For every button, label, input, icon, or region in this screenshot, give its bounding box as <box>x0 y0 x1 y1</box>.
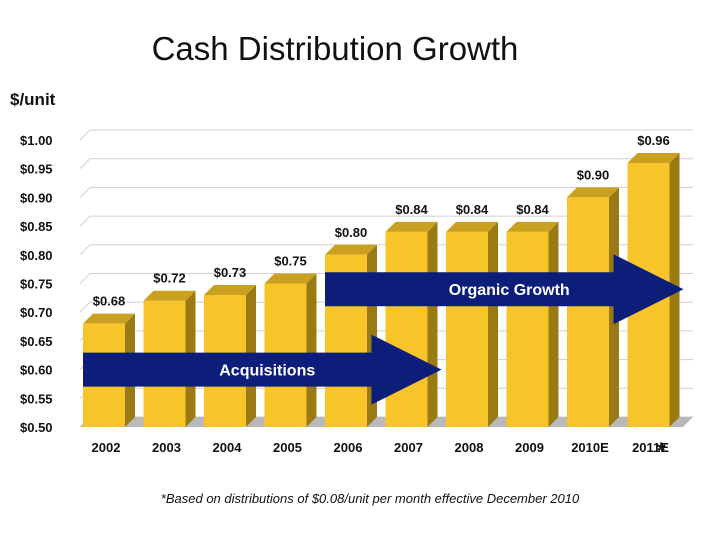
arrow-organic-growth: Organic Growth <box>325 254 684 325</box>
bar-top <box>325 244 377 255</box>
bar-side <box>427 221 438 427</box>
x-tick-label: 2010E <box>571 440 609 455</box>
bar-top <box>264 273 317 284</box>
page-title: Cash Distribution Growth <box>151 30 519 67</box>
data-label: $0.73 <box>214 265 247 280</box>
data-label: $0.72 <box>153 271 186 286</box>
gridline <box>79 301 91 313</box>
y-tick-label: $0.85 <box>20 219 53 234</box>
bar-top <box>143 290 196 301</box>
gridline <box>79 187 91 198</box>
x-tick-label: 2007 <box>394 440 423 455</box>
y-axis-ticks: $1.00 $0.95 $0.90 $0.85 $0.80 $0.75 $0.70 $0.65… <box>20 133 53 435</box>
bar-2008 <box>446 221 498 427</box>
chart-labels: $0.68 $0.72 $0.73 $0.75 $0.80 $0.84 $0.84 $0.84… <box>93 133 670 309</box>
x-tick-label: 2009 <box>515 440 544 455</box>
bar-top <box>204 284 256 295</box>
gridline <box>79 129 91 141</box>
bar-side <box>306 273 317 427</box>
x-tick-label: 2004 <box>213 440 243 455</box>
x-tick-label: 2002 <box>92 440 121 455</box>
x-tick-label: 2003 <box>152 440 181 455</box>
arrow-label: Acquisitions <box>219 363 315 380</box>
y-tick-label: $0.90 <box>20 190 53 205</box>
data-label: $0.68 <box>93 294 126 309</box>
x-tick-label: 2005 <box>273 440 302 455</box>
data-label: $0.90 <box>577 167 610 182</box>
gridline <box>79 158 91 170</box>
data-label: $0.80 <box>335 225 368 240</box>
x-axis-ticks: 2002 2003 2004 2005 2006 2007 2008 2009 2010E 201… <box>92 440 670 455</box>
arrow-label: Organic Growth <box>449 282 570 299</box>
y-tick-label: $0.75 <box>20 277 53 292</box>
arrow-shape <box>325 254 684 325</box>
bar-2005 <box>264 273 317 427</box>
bar-2009 <box>506 221 559 427</box>
y-tick-label: $0.80 <box>20 248 53 263</box>
bar-top <box>567 187 619 198</box>
y-tick-label: $0.95 <box>20 162 53 177</box>
x-tick-label: 2011E <box>632 440 669 455</box>
arrow-acquisitions: Acquisitions <box>83 334 442 405</box>
data-label: $0.84 <box>516 202 549 217</box>
bar-top <box>83 313 135 324</box>
bar-2010E <box>567 187 619 427</box>
footnote: *Based on distributions of $0.08/unit pe… <box>161 491 580 506</box>
y-tick-label: $0.60 <box>20 363 53 378</box>
y-tick-label: $0.65 <box>20 334 53 349</box>
x-tick-label: 2006 <box>334 440 363 455</box>
bar-front <box>567 197 609 427</box>
bar-2007 <box>385 221 438 427</box>
y-tick-label: $0.55 <box>20 391 53 406</box>
bar-side <box>548 221 559 427</box>
y-tick-label: $0.50 <box>20 420 53 435</box>
bar-front <box>385 231 428 427</box>
data-label: $0.96 <box>637 133 670 148</box>
gridline <box>79 273 91 284</box>
data-label: $0.75 <box>274 254 307 269</box>
y-tick-label: $0.70 <box>20 305 53 320</box>
x-tick-label: 2008 <box>455 440 484 455</box>
y-tick-label: $1.00 <box>20 133 53 148</box>
arrow-shape <box>83 334 442 405</box>
gridline <box>79 215 91 227</box>
bar-top <box>506 221 559 232</box>
bar-top <box>385 221 438 232</box>
data-label: $0.84 <box>456 202 489 217</box>
bar-top <box>446 221 498 232</box>
bar-front <box>506 231 549 427</box>
data-label: $0.84 <box>395 202 428 217</box>
y-axis-label: $/unit <box>10 90 56 109</box>
footnote-marker: * <box>657 438 666 463</box>
bar-front <box>446 231 488 427</box>
chart-arrows: Acquisitions Organic Growth <box>83 254 684 405</box>
gridline <box>79 244 91 256</box>
bar-2006 <box>325 244 377 427</box>
bar-top <box>627 152 680 163</box>
bar-side <box>488 221 498 427</box>
